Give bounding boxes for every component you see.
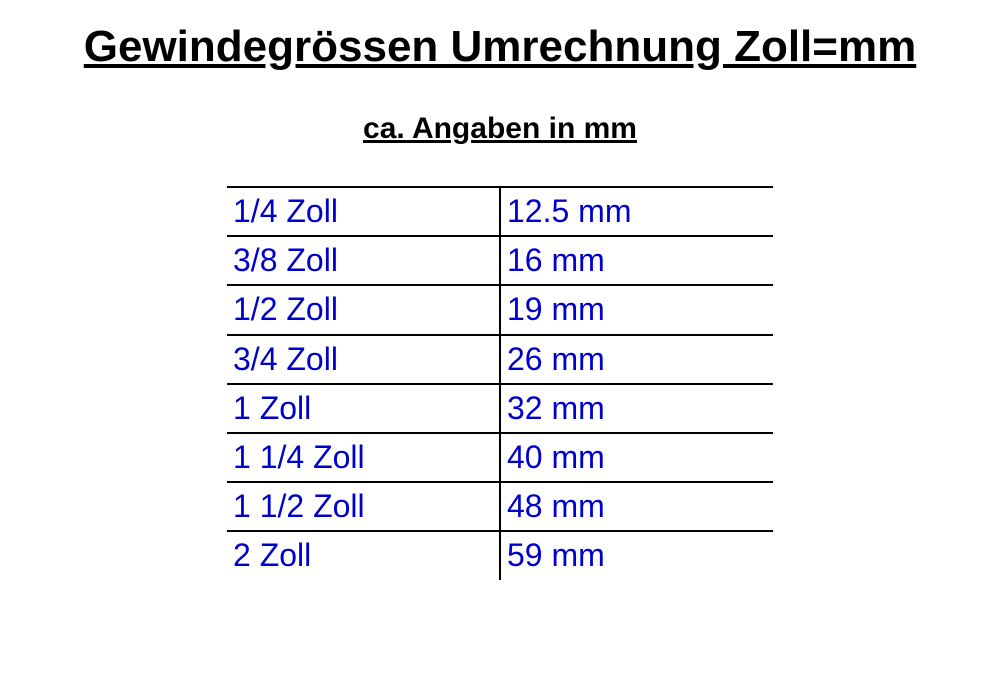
conversion-table-wrap: 1/4 Zoll 12.5 mm 3/8 Zoll 16 mm 1/2 Zoll…	[0, 186, 1000, 580]
cell-mm: 48 mm	[500, 482, 773, 531]
table-row: 1 1/2 Zoll 48 mm	[227, 482, 773, 531]
cell-zoll: 1/4 Zoll	[227, 187, 500, 236]
cell-mm: 32 mm	[500, 384, 773, 433]
cell-zoll: 1 1/2 Zoll	[227, 482, 500, 531]
table-row: 3/4 Zoll 26 mm	[227, 335, 773, 384]
cell-mm: 12.5 mm	[500, 187, 773, 236]
table-row: 1 Zoll 32 mm	[227, 384, 773, 433]
cell-mm: 59 mm	[500, 531, 773, 579]
table-row: 3/8 Zoll 16 mm	[227, 236, 773, 285]
cell-zoll: 2 Zoll	[227, 531, 500, 579]
cell-mm: 26 mm	[500, 335, 773, 384]
page-subtitle: ca. Angaben in mm	[0, 112, 1000, 146]
cell-zoll: 3/4 Zoll	[227, 335, 500, 384]
table-row: 1 1/4 Zoll 40 mm	[227, 433, 773, 482]
cell-mm: 40 mm	[500, 433, 773, 482]
cell-zoll: 1/2 Zoll	[227, 285, 500, 334]
table-row: 2 Zoll 59 mm	[227, 531, 773, 579]
table-row: 1/4 Zoll 12.5 mm	[227, 187, 773, 236]
cell-zoll: 3/8 Zoll	[227, 236, 500, 285]
cell-zoll: 1 Zoll	[227, 384, 500, 433]
cell-mm: 19 mm	[500, 285, 773, 334]
table-row: 1/2 Zoll 19 mm	[227, 285, 773, 334]
cell-zoll: 1 1/4 Zoll	[227, 433, 500, 482]
cell-mm: 16 mm	[500, 236, 773, 285]
conversion-table: 1/4 Zoll 12.5 mm 3/8 Zoll 16 mm 1/2 Zoll…	[227, 186, 773, 580]
page-title: Gewindegrössen Umrechnung Zoll=mm	[0, 22, 1000, 72]
